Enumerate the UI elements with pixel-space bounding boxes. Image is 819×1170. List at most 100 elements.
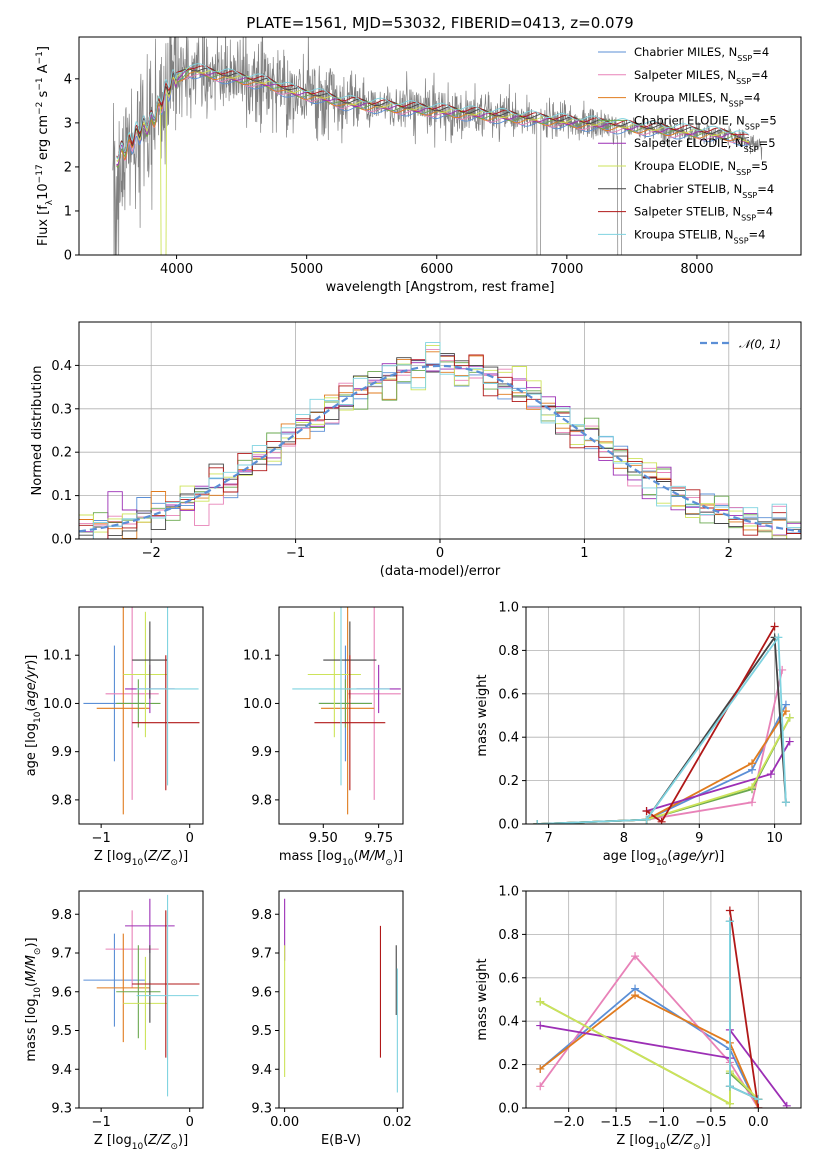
y-tick-label: 0.4 (51, 359, 72, 374)
weight-marker (642, 815, 651, 824)
legend-sub: SSP (744, 145, 759, 154)
y-tick-label: 0.6 (498, 687, 519, 702)
label-part: Z/Z (147, 1133, 171, 1148)
weight-marker (774, 633, 783, 642)
legend-text: Chabrier STELIB, N (634, 182, 742, 196)
plot-area (112, 37, 763, 255)
x-tick-label: 0.02 (383, 1115, 412, 1130)
x-axis-label: Z [log10(Z/Z⊙)] (616, 1133, 710, 1152)
y-tick-label: 9.6 (51, 985, 72, 1000)
legend-sub: SSP (736, 168, 751, 177)
weight-marker (766, 770, 775, 779)
label-part: −2 (35, 102, 45, 115)
x-axis-label: age [log10(age/yr)] (603, 849, 725, 868)
weight-marker (725, 906, 734, 915)
x-tick-label: 5000 (290, 262, 323, 277)
weight-line-salpeter-stelib (729, 910, 760, 1108)
weight-marker (785, 737, 794, 746)
y-tick-label: 0.3 (51, 402, 72, 417)
legend-text: =5 (751, 159, 768, 173)
weight-marker (536, 1021, 545, 1030)
legend-text: =4 (744, 91, 761, 105)
y-axis-label: Flux [fλ10−17 erg cm−2 s−1 A−1] (35, 46, 55, 246)
legend-text: =4 (752, 45, 769, 59)
x-tick-label: −1 (92, 1115, 111, 1130)
label-part: Flux [f (36, 205, 51, 246)
y-tick-label: 1 (64, 204, 72, 219)
weight-marker (536, 997, 545, 1006)
y-tick-label: 9.8 (51, 793, 72, 808)
legend-text: Salpeter MILES, N (634, 68, 736, 82)
legend-sub: SSP (737, 54, 752, 63)
weight-marker (785, 713, 794, 722)
x-tick-label: 0.00 (270, 1115, 299, 1130)
weight-marker (536, 1082, 545, 1091)
x-tick-label: 2 (725, 546, 733, 561)
plot-area (533, 622, 794, 824)
y-tick-label: 9.5 (51, 1024, 72, 1039)
y-tick-label: 9.3 (251, 1102, 272, 1117)
label-part: 10 (36, 183, 51, 200)
x-tick-label: 8000 (680, 262, 713, 277)
x-tick-label: 0 (436, 546, 444, 561)
label-part: M/M (359, 849, 386, 864)
y-tick-label: 9.8 (251, 908, 272, 923)
y-tick-label: 9.8 (251, 793, 272, 808)
label-part: mass [log (279, 849, 342, 864)
plot-area (292, 607, 401, 815)
x-tick-label: 1 (580, 546, 588, 561)
label-part: erg cm (36, 115, 51, 164)
label-part: λ (45, 199, 55, 205)
x-axis-label: mass [log10(M/M⊙)] (279, 849, 403, 868)
y-tick-label: 1.0 (498, 885, 519, 900)
weight-marker (782, 1101, 791, 1108)
legend-label: 𝒩(0, 1) (739, 337, 781, 351)
weight-marker (533, 820, 542, 824)
panel-spectrum: 4000 5000 6000 7000 8000 0 1 2 3 4 wavelength [Ang… (35, 36, 802, 295)
legend-sub: SSP (736, 76, 751, 85)
legend-text: Salpeter ELODIE, N (634, 136, 744, 150)
weight-marker (754, 1104, 763, 1108)
legend-label: Chabrier MILES, NSSP=4 (634, 45, 769, 63)
weight-marker (754, 1095, 763, 1104)
weight-marker (631, 952, 640, 961)
legend-text: =4 (751, 68, 768, 82)
y-tick-label: 9.9 (251, 745, 272, 760)
label-part: Z [log (616, 1133, 654, 1148)
label-part: )] (701, 1133, 711, 1148)
y-tick-label: 0.0 (498, 1102, 519, 1117)
x-tick-label: −1.0 (648, 1115, 680, 1130)
legend-text: =4 (749, 227, 766, 241)
model-line-kroupa-stelib (116, 63, 750, 160)
x-tick-label: 7000 (550, 262, 583, 277)
legend-text: Salpeter STELIB, N (634, 205, 741, 219)
label-part: )] (714, 849, 724, 864)
legend-label: Kroupa STELIB, NSSP=4 (634, 227, 765, 245)
label-part: 10 (132, 858, 144, 868)
label-part: 10 (33, 711, 43, 723)
weight-line-kroupa-stelib (537, 634, 787, 824)
axes-frame (78, 321, 802, 540)
y-tick-label: 0.8 (498, 644, 519, 659)
label-part: 10 (33, 987, 43, 999)
y-axis-label: mass weight (475, 958, 490, 1040)
x-tick-label: 0.0 (748, 1115, 769, 1130)
x-tick-label: −1.5 (600, 1115, 632, 1130)
label-part: ⊙ (170, 858, 178, 868)
y-tick-label: 4 (64, 72, 72, 87)
x-axis-label: E(B-V) (321, 1133, 361, 1148)
model-line-salpeter-miles (116, 73, 750, 167)
y-tick-label: 9.9 (51, 745, 72, 760)
x-tick-label: −2.0 (553, 1115, 585, 1130)
legend-text: =4 (757, 182, 774, 196)
plot-area (284, 898, 398, 1093)
y-tick-label: 9.6 (251, 985, 272, 1000)
x-tick-label: 8 (620, 831, 628, 846)
label-part: ⊙ (693, 1142, 701, 1152)
x-axis-label: Z [log10(Z/Z⊙)] (94, 849, 188, 868)
x-tick-label: 9.50 (309, 831, 338, 846)
label-part: M/M (24, 955, 39, 982)
x-axis-label: wavelength [Angstrom, rest frame] (326, 280, 555, 295)
